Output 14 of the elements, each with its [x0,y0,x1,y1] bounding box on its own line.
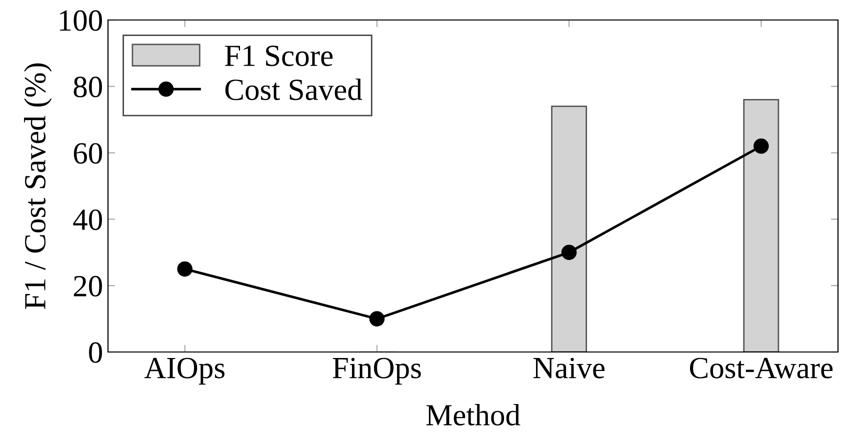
legend-label: Cost Saved [225,78,362,100]
y-tick-label: 80 [74,76,102,98]
y-tick-label: 60 [74,143,102,164]
y-tick-label: 20 [74,276,102,296]
y-tick-label: 100 [60,10,102,31]
x-tick-label: AIOps [144,358,224,385]
x-axis-title: Method [426,404,520,426]
x-tick-label: FinOps [332,358,421,385]
y-axis-title: F1 / Cost Saved (%) [24,63,52,310]
y-tick-label: 0 [89,342,102,363]
x-tick-label: Naive [533,358,604,378]
y-tick-label: 40 [73,209,102,230]
legend-label: F1 Score [224,46,333,66]
x-tick-label: Cost-Aware [690,358,833,378]
